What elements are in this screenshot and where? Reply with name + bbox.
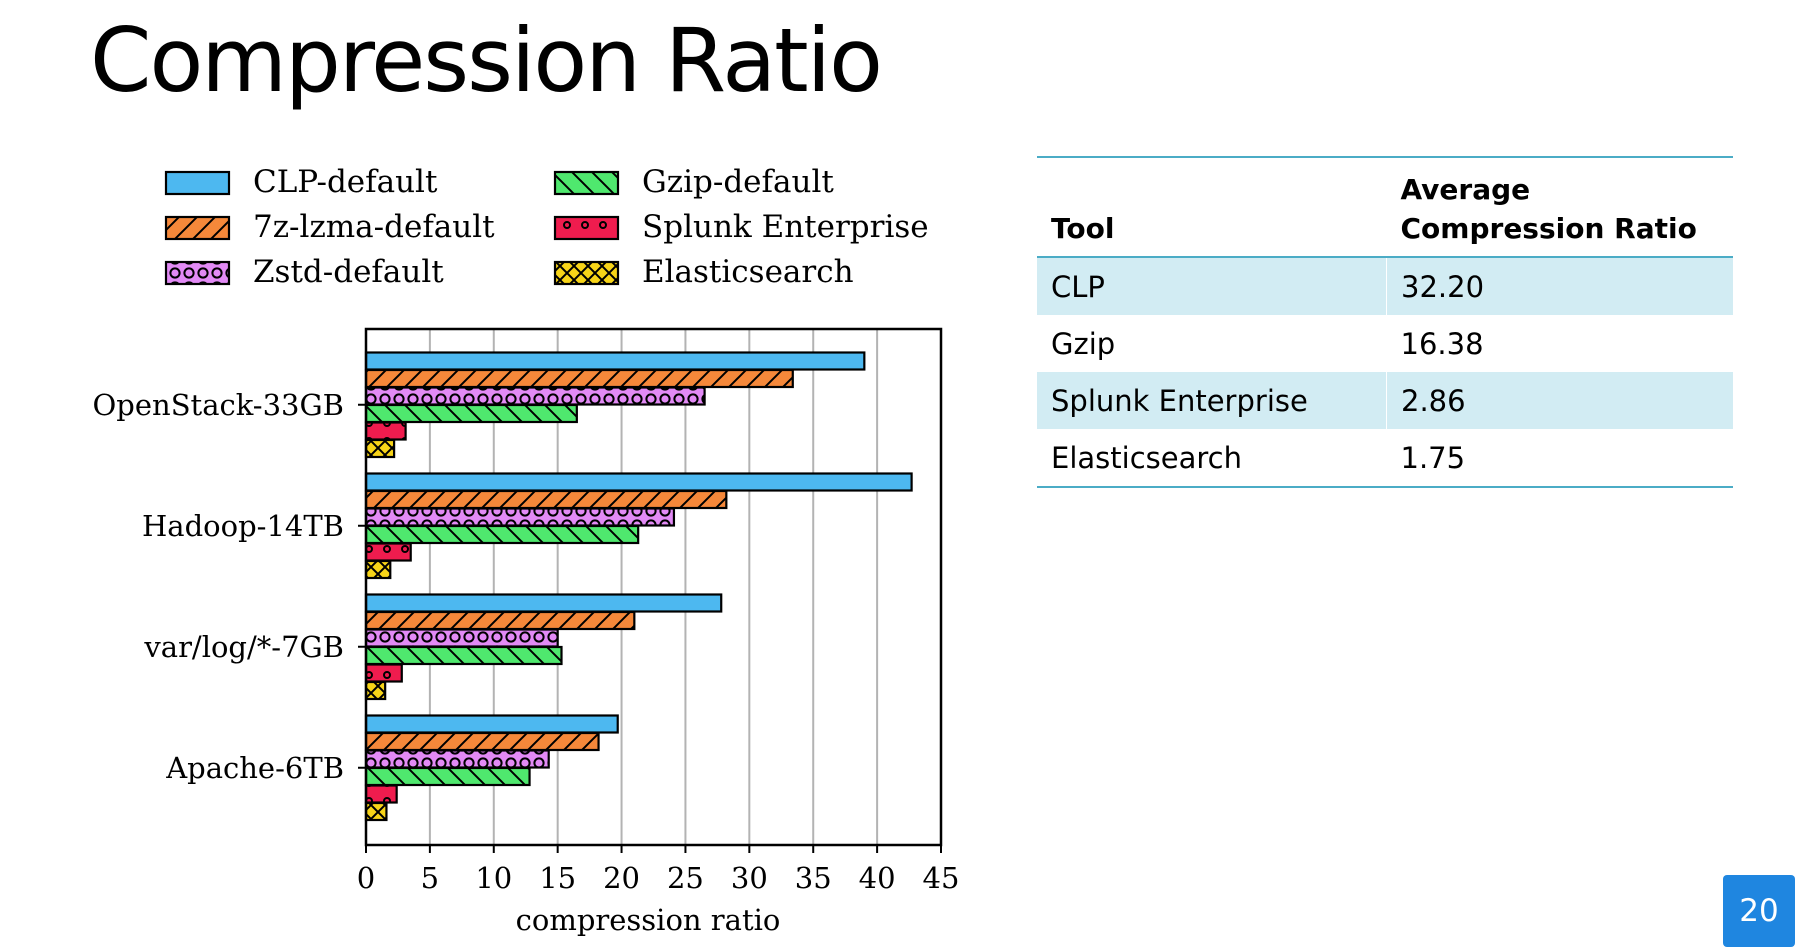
x-tick-label: 5 [421,861,439,895]
bar-hatch [366,612,635,629]
x-tick-label: 40 [859,861,896,895]
bar-hatch [366,526,639,543]
tool-ratio: 16.38 [1400,326,1484,361]
legend-swatch-outline [553,170,620,196]
x-tick-label: 20 [603,861,640,895]
compression-ratio-chart: CLP-default 7z-lzma-default Zstd-default Gz… [93,164,960,937]
legend-swatch-hatch [166,262,229,284]
x-tick-label: 35 [795,861,832,895]
bar-hatch [366,508,674,526]
x-tick-label: 45 [923,861,960,895]
table-row: CLP 32.20 [1037,257,1733,316]
plot-frame [364,327,943,847]
legend-swatch-outline [164,170,231,196]
table-row: Elasticsearch 1.75 [1037,429,1733,489]
bar-hatch [366,682,386,699]
x-axis: 0 5 10 15 20 25 30 35 40 45 [357,845,960,895]
bar-clp-default-openstack-33gb [366,352,865,370]
y-tick-label: Hadoop-14TB [142,509,344,543]
bar-hatch [366,561,391,578]
bar-clp-default-apache-6tb [366,715,618,733]
bar-hatch [366,629,558,647]
table-header-row: Tool Average Compression Ratio [1037,155,1733,259]
average-ratio-table: Tool Average Compression Ratio CLP 32.20… [1037,155,1733,489]
tool-ratio: 32.20 [1386,257,1733,316]
legend-swatch-clp-default [166,172,229,194]
bar-hatch [366,440,395,457]
bar-hatch [366,768,530,785]
chart-legend: CLP-default 7z-lzma-default Zstd-default Gz… [164,164,929,290]
legend-label-gzip-default: Gzip-default [642,164,834,200]
legend-swatch-hatch [555,172,618,194]
tool-name: Splunk Enterprise [1037,372,1387,430]
y-tick-label: var/log/*-7GB [143,630,344,664]
bar-hatch [366,422,406,440]
legend-label-elasticsearch: Elasticsearch [642,254,854,290]
bar-hatch [366,405,577,422]
legend-swatch-hatch [555,217,618,239]
legend-swatch-outline [553,260,620,286]
bar-clp-default-var-log-7gb [366,594,722,612]
legend-swatch-outline [164,260,231,286]
tool-ratio: 2.86 [1386,372,1733,430]
bar-hatch [366,803,387,820]
bar-clp-default-hadoop-14tb [366,473,912,491]
bar-hatch [366,370,793,387]
bar-hatch [366,750,549,768]
tool-name: CLP [1037,257,1387,316]
ratio-table-container: Tool Average Compression Ratio CLP 32.20… [1037,155,1733,489]
y-tick-label: OpenStack-33GB [93,388,344,422]
bar-hatch [366,491,727,508]
bar-hatch [366,785,397,803]
legend-label-7z-lzma-default: 7z-lzma-default [253,209,495,245]
y-axis: OpenStack-33GB Hadoop-14TB var/log/*-7GB Ap… [93,388,366,785]
x-tick-label: 0 [357,861,375,895]
legend-label-splunk-enterprise: Splunk Enterprise [642,209,929,245]
legend-swatch-outline [553,215,620,241]
legend-swatch-hatch [555,262,618,284]
bar-hatch [366,733,599,750]
table-row: Splunk Enterprise 2.86 [1037,372,1733,430]
bar-hatch [366,664,402,682]
x-tick-label: 10 [475,861,512,895]
x-tick-label: 25 [667,861,704,895]
tool-name: Gzip [1051,326,1116,361]
legend-label-zstd-default: Zstd-default [253,254,444,290]
x-axis-label: compression ratio [516,903,781,937]
bar-hatch [366,647,562,664]
header-average-ratio: Average Compression Ratio [1386,155,1733,259]
bar-hatch [366,387,705,405]
legend-swatch-hatch [166,217,229,239]
table-row: Gzip 16.38 [1037,315,1733,372]
bar-hatch [366,543,411,561]
header-tool: Tool [1037,155,1387,259]
header-average-line1: Average [1400,173,1531,206]
x-tick-label: 30 [731,861,768,895]
tool-name: Elasticsearch [1037,429,1387,489]
legend-swatch-outline [164,215,231,241]
slide-title: Compression Ratio [90,9,883,112]
y-tick-label: Apache-6TB [165,751,344,785]
header-average-line2: Compression Ratio [1400,212,1697,246]
tool-ratio: 1.75 [1386,429,1733,489]
legend-label-clp-default: CLP-default [253,164,438,200]
page-number-badge: 20 [1723,875,1795,947]
x-tick-label: 15 [539,861,576,895]
chart-bars [364,351,913,822]
